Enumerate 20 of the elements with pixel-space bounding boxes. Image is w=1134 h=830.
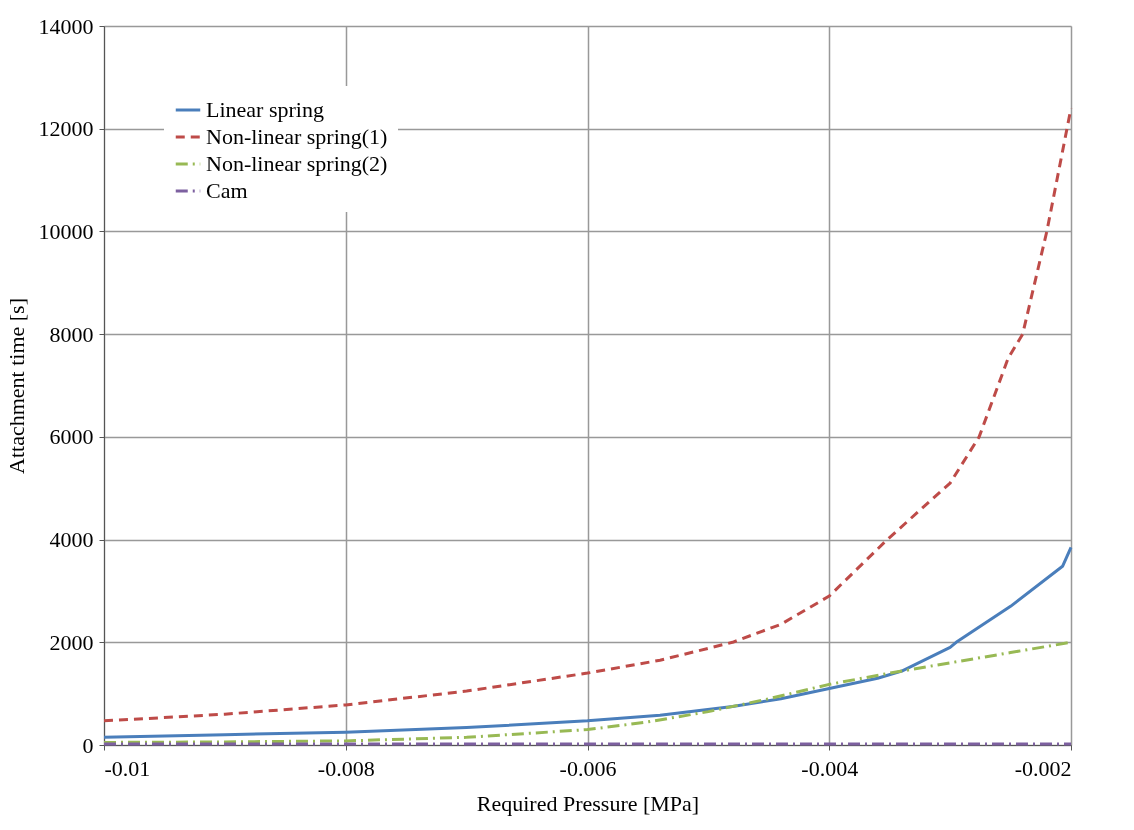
x-tick-label: -0.002 <box>1014 755 1072 781</box>
x-tick-label: -0.004 <box>801 755 859 781</box>
y-tick-label: 4000 <box>49 527 94 553</box>
legend-label: Cam <box>206 178 248 203</box>
y-tick-label: 14000 <box>38 13 94 39</box>
x-tick-label: -0.006 <box>559 755 617 781</box>
legend-label: Non-linear spring(1) <box>206 124 388 149</box>
y-tick-label: 2000 <box>49 629 94 655</box>
y-tick-label: 6000 <box>49 424 94 450</box>
x-tick-label: -0.008 <box>317 755 375 781</box>
x-axis-title: Required Pressure [MPa] <box>476 790 700 816</box>
legend-label: Linear spring <box>206 97 324 122</box>
y-tick-label: 0 <box>82 732 94 758</box>
legend-label: Non-linear spring(2) <box>206 151 388 176</box>
y-tick-label: 10000 <box>38 218 94 244</box>
y-tick-label: 12000 <box>38 116 94 142</box>
y-axis-title: Attachment time [s] <box>3 298 29 474</box>
line-series <box>102 545 1073 739</box>
y-tick-label: 8000 <box>49 321 94 347</box>
x-tick-label: -0.01 <box>104 755 151 781</box>
